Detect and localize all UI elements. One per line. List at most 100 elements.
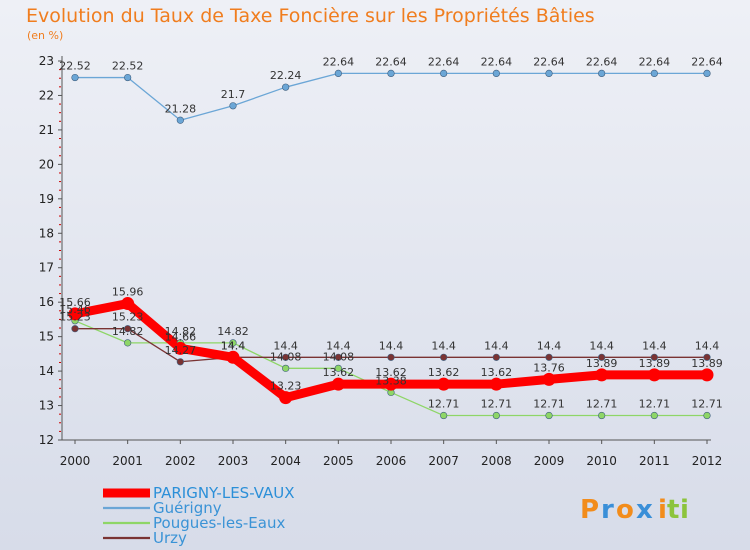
data-point xyxy=(121,297,135,311)
data-label: 13.62 xyxy=(323,366,355,379)
data-label: 22.52 xyxy=(112,60,144,73)
logo-letter: P xyxy=(580,495,599,525)
data-label: 14.08 xyxy=(270,350,302,363)
data-point xyxy=(71,325,79,333)
legend-label: Urzy xyxy=(153,529,187,547)
data-point xyxy=(545,411,553,420)
data-label: 14.82 xyxy=(217,325,249,338)
data-point xyxy=(437,377,451,391)
data-label: 22.64 xyxy=(639,55,671,68)
x-tick-label: 2008 xyxy=(481,454,512,468)
y-tick-label: 16 xyxy=(39,295,54,309)
data-point xyxy=(229,339,237,347)
logo-letter: i xyxy=(680,495,689,525)
data-label: 12.71 xyxy=(533,398,565,411)
data-point xyxy=(176,358,184,366)
data-label: 14.08 xyxy=(323,350,355,363)
y-tick-label: 19 xyxy=(39,192,54,206)
data-label: 14.4 xyxy=(484,339,509,352)
data-point xyxy=(492,353,500,361)
data-point xyxy=(598,353,606,361)
data-label: 14.27 xyxy=(165,344,197,357)
data-label: 13.62 xyxy=(428,366,460,379)
data-label: 14.82 xyxy=(165,325,197,338)
data-point xyxy=(226,350,240,364)
data-label: 13.89 xyxy=(691,357,723,370)
legend-label: PARIGNY-LES-VAUX xyxy=(153,484,295,502)
x-tick-label: 2003 xyxy=(218,454,249,468)
y-tick-label: 18 xyxy=(39,226,54,240)
data-point xyxy=(279,391,293,405)
data-label: 14.4 xyxy=(221,339,246,352)
data-point xyxy=(542,372,556,386)
data-point xyxy=(650,353,658,361)
data-label: 22.64 xyxy=(691,55,723,68)
data-label: 14.4 xyxy=(431,339,456,352)
logo-letter: o xyxy=(616,495,634,525)
data-label: 15.23 xyxy=(112,311,144,324)
data-label: 21.28 xyxy=(165,102,197,115)
data-label: 15.96 xyxy=(112,286,144,299)
data-label: 22.52 xyxy=(59,60,91,73)
data-label: 12.71 xyxy=(691,398,723,411)
x-tick-label: 2002 xyxy=(165,454,196,468)
data-point xyxy=(229,102,237,110)
logo-letter: x xyxy=(636,495,653,525)
data-label: 12.71 xyxy=(481,398,513,411)
data-point xyxy=(598,69,606,78)
data-point xyxy=(703,411,711,420)
x-tick-label: 2012 xyxy=(692,454,723,468)
data-point xyxy=(282,364,290,372)
data-point xyxy=(331,377,345,391)
x-tick-label: 2000 xyxy=(60,454,91,468)
x-tick-label: 2011 xyxy=(639,454,670,468)
data-point xyxy=(492,411,500,420)
x-tick-label: 2001 xyxy=(112,454,143,468)
data-label: 22.64 xyxy=(323,55,355,68)
x-tick-label: 2009 xyxy=(534,454,565,468)
data-point xyxy=(282,83,290,91)
data-label: 15.66 xyxy=(59,296,91,309)
data-point xyxy=(387,69,395,78)
x-tick-label: 2007 xyxy=(428,454,459,468)
data-label: 22.64 xyxy=(481,55,513,68)
x-tick-label: 2006 xyxy=(376,454,407,468)
data-point xyxy=(647,368,661,382)
data-label: 14.4 xyxy=(221,339,246,352)
data-point xyxy=(173,341,187,355)
x-tick-label: 2010 xyxy=(586,454,617,468)
y-tick-label: 12 xyxy=(39,433,54,447)
data-label: 12.71 xyxy=(586,398,618,411)
data-point xyxy=(700,368,714,382)
data-point xyxy=(440,411,448,420)
data-label: 14.4 xyxy=(273,339,298,352)
data-label: 14.82 xyxy=(112,325,144,338)
data-label: 13.89 xyxy=(586,357,618,370)
data-label: 14.4 xyxy=(642,339,667,352)
logo-letter: t xyxy=(667,495,679,525)
data-label: 13.23 xyxy=(270,380,302,393)
data-point xyxy=(440,69,448,78)
data-point xyxy=(492,69,500,78)
data-point xyxy=(176,116,184,124)
data-point xyxy=(595,368,609,382)
data-label: 14.4 xyxy=(695,339,720,352)
data-point xyxy=(124,325,132,333)
logo-letter: r xyxy=(601,495,614,525)
x-tick-label: 2005 xyxy=(323,454,354,468)
data-label: 13.76 xyxy=(533,361,565,374)
data-point xyxy=(545,353,553,361)
y-tick-label: 17 xyxy=(39,261,54,275)
data-point xyxy=(334,353,342,361)
data-label: 13.62 xyxy=(375,366,407,379)
chart-axes: 12 13 14 15 16 17 18 19 20 21 22 23 2000 2001 2002 2003… xyxy=(39,54,723,468)
data-point xyxy=(282,353,290,361)
data-label: 21.7 xyxy=(221,88,246,101)
data-point xyxy=(650,69,658,78)
data-point xyxy=(703,69,711,78)
data-point xyxy=(650,411,658,420)
